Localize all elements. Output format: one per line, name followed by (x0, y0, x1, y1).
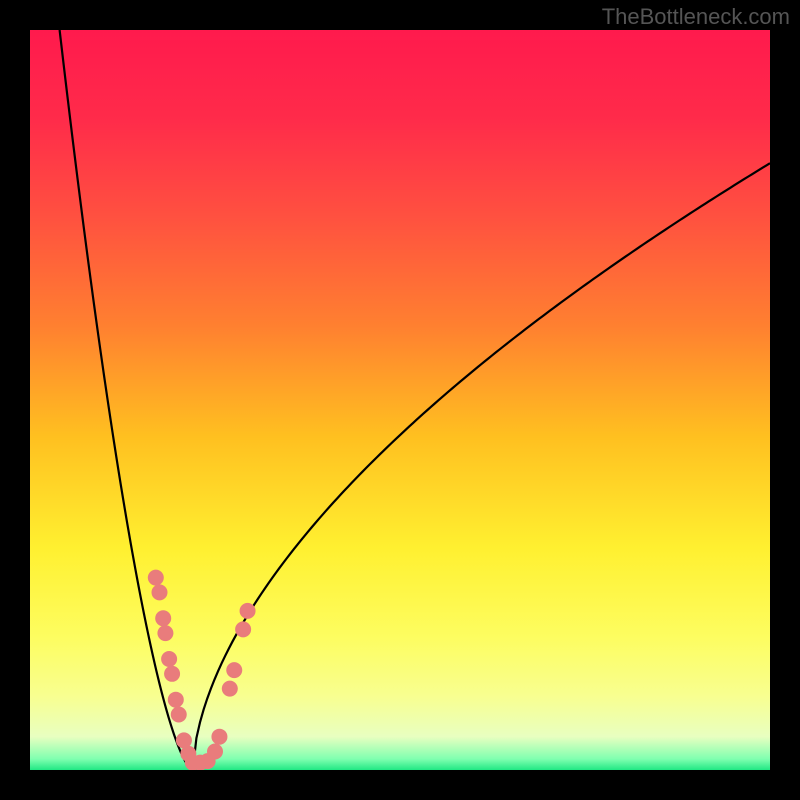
curve-marker (171, 707, 187, 723)
chart-background (30, 30, 770, 770)
curve-marker (164, 666, 180, 682)
chart-container: TheBottleneck.com (0, 0, 800, 800)
curve-marker (222, 681, 238, 697)
curve-marker (235, 621, 251, 637)
curve-marker (168, 692, 184, 708)
curve-marker (226, 662, 242, 678)
watermark-text: TheBottleneck.com (602, 4, 790, 30)
curve-marker (207, 744, 223, 760)
curve-marker (155, 610, 171, 626)
curve-marker (148, 570, 164, 586)
curve-marker (211, 729, 227, 745)
bottleneck-chart (0, 0, 800, 800)
curve-marker (161, 651, 177, 667)
curve-marker (240, 603, 256, 619)
curve-marker (157, 625, 173, 641)
curve-marker (152, 584, 168, 600)
